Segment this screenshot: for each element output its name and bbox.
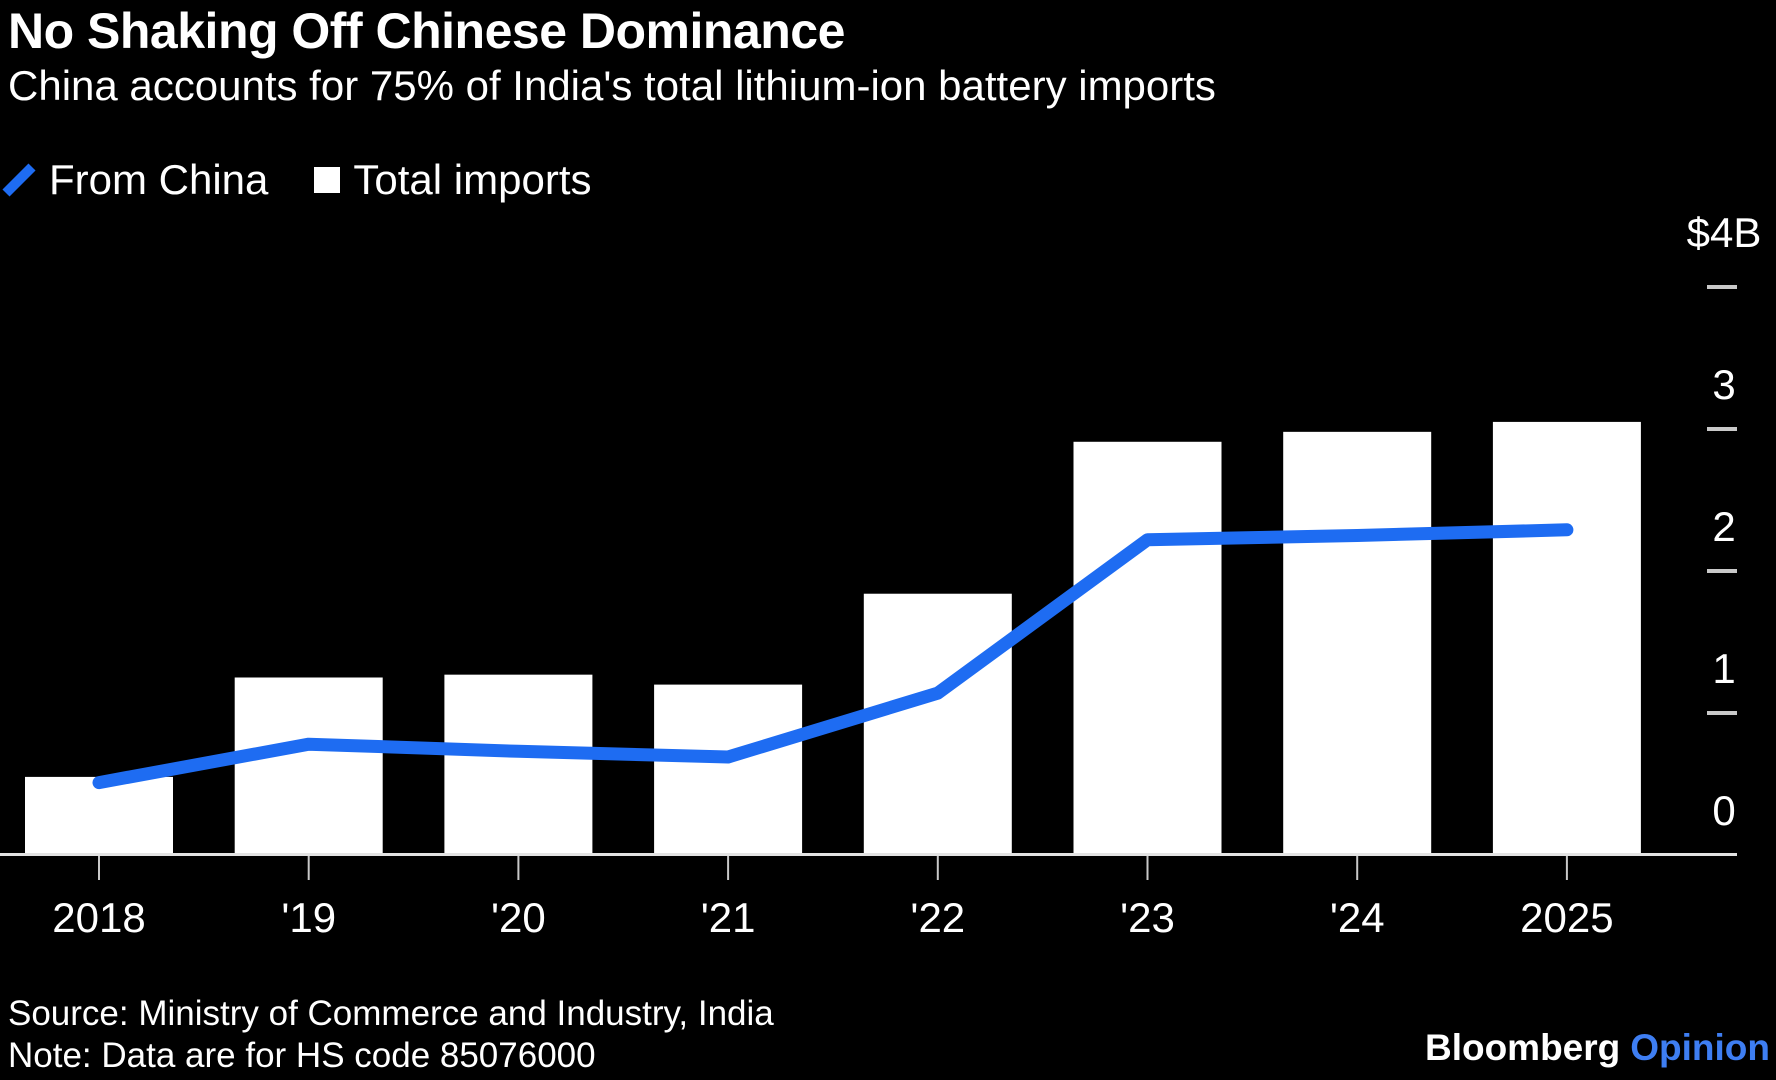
note-text: Note: Data are for HS code 85076000 [8,1036,596,1075]
y-label-1: 1 [1712,645,1735,692]
legend-item-total-imports: Total imports [314,156,591,204]
line-slash-icon [2,163,36,197]
bar-total-imports-21 [654,684,803,855]
x-label-23: '23 [1120,894,1175,941]
legend-label-from-china: From China [49,156,269,203]
brand-logo: Bloomberg Opinion [1425,1027,1770,1069]
bar-total-imports-2025 [1492,421,1641,855]
bar-square-icon [314,167,341,193]
bar-total-imports-22 [863,593,1012,855]
x-axis-line [0,853,1737,856]
y-label-2: 2 [1712,503,1735,550]
y-label-4: $4B [1687,209,1762,256]
x-label-2025: 2025 [1520,894,1613,941]
source-text: Source: Ministry of Commerce and Industr… [8,994,774,1033]
bar-total-imports-2018 [25,776,173,855]
legend: From China Total imports [2,156,591,204]
chart-title: No Shaking Off Chinese Dominance [8,3,845,59]
x-label-2018: 2018 [52,894,145,941]
bar-total-imports-24 [1283,431,1432,855]
y-label-3: 3 [1712,361,1735,408]
legend-label-total-imports: Total imports [353,156,592,203]
brand-name: Bloomberg [1424,1027,1621,1068]
chart-subtitle: China accounts for 75% of India's total … [8,62,1216,109]
bar-total-imports-20 [444,674,593,855]
x-label-19: '19 [281,894,336,941]
from-china-line [92,523,1574,790]
x-label-22: '22 [910,894,965,941]
y-label-0: 0 [1712,787,1735,834]
bar-total-imports-19 [234,677,383,855]
bar-total-imports-23 [1073,441,1222,855]
x-label-21: '21 [701,894,756,941]
x-label-24: '24 [1330,894,1385,941]
x-label-20: '20 [491,894,546,941]
legend-item-from-china: From China [2,156,268,204]
brand-suffix: Opinion [1630,1027,1770,1068]
